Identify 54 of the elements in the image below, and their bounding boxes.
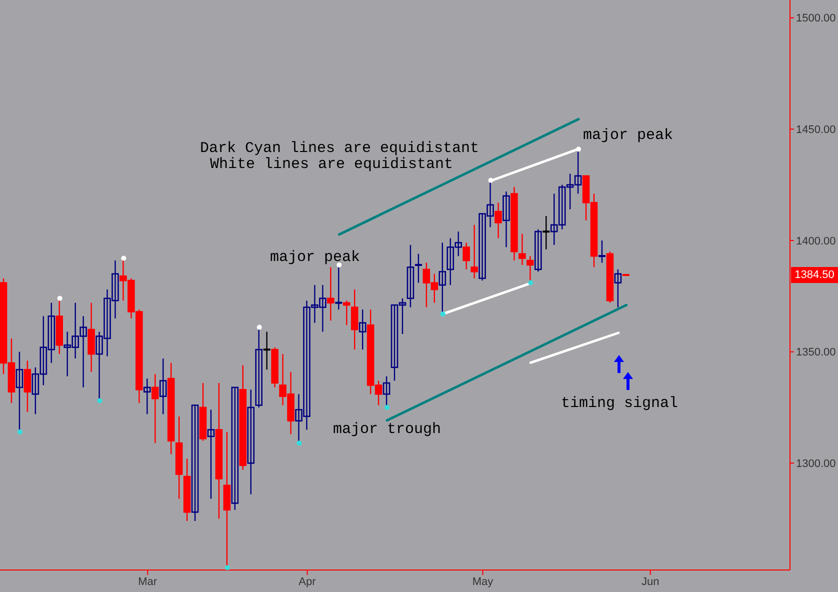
- candlestick: [597, 240, 606, 264]
- point: [97, 398, 102, 404]
- candlestick: [534, 228, 542, 272]
- candlestick: [614, 268, 622, 308]
- candlestick: [207, 409, 215, 500]
- candlestick: [462, 242, 470, 270]
- y-tick-label: 1500.00: [796, 12, 836, 25]
- candlestick: [518, 233, 526, 266]
- y-tick-label: 1300.00: [796, 458, 836, 470]
- candlestick: [247, 389, 255, 495]
- point: [440, 311, 446, 316]
- x-tick-label: Mar: [138, 576, 158, 588]
- candlestick: [24, 360, 32, 413]
- candlestick: [151, 373, 159, 444]
- point: [224, 565, 230, 570]
- x-tick-label: Apr: [298, 576, 316, 588]
- candlestick: [143, 378, 151, 415]
- candlestick: [159, 358, 167, 415]
- point: [384, 404, 390, 410]
- candlestick: [358, 308, 366, 350]
- point: [576, 146, 582, 152]
- y-tick-label: 1350.00: [796, 346, 836, 359]
- candlestick: [526, 255, 534, 284]
- annotation: major peak: [270, 249, 360, 267]
- text: 1384.50: [791, 266, 838, 283]
- candlestick: [255, 326, 263, 408]
- candlestick: [414, 253, 423, 284]
- x-tick-label: Jun: [641, 576, 660, 588]
- point: [17, 429, 22, 434]
- candlestick: [406, 244, 414, 308]
- candlestick: [470, 224, 478, 279]
- candlestick: [542, 215, 551, 250]
- annotation: major peak: [583, 127, 674, 145]
- point: [296, 440, 302, 446]
- candlestick: [327, 266, 334, 322]
- annotation: Dark Cyan lines are equidistant: [200, 140, 480, 157]
- point: [488, 178, 494, 183]
- candlestick: [350, 288, 358, 350]
- x-tick-label: May: [472, 576, 494, 588]
- annotation: White lines are equidistant: [210, 156, 454, 174]
- candlestick: [231, 386, 239, 510]
- y-tick-label: 1450.00: [796, 124, 836, 136]
- candlestick: [342, 300, 350, 326]
- candlestick: [502, 190, 510, 248]
- point: [121, 256, 126, 261]
- point: [57, 296, 62, 301]
- candlestick: [262, 331, 272, 370]
- point: [256, 324, 262, 330]
- candlestick: [494, 202, 502, 239]
- candlestick: [191, 404, 199, 522]
- annotation: major trough: [333, 421, 442, 439]
- annotation: timing signal: [561, 395, 678, 413]
- y-tick-label: 1400.00: [796, 235, 836, 248]
- point: [528, 280, 534, 286]
